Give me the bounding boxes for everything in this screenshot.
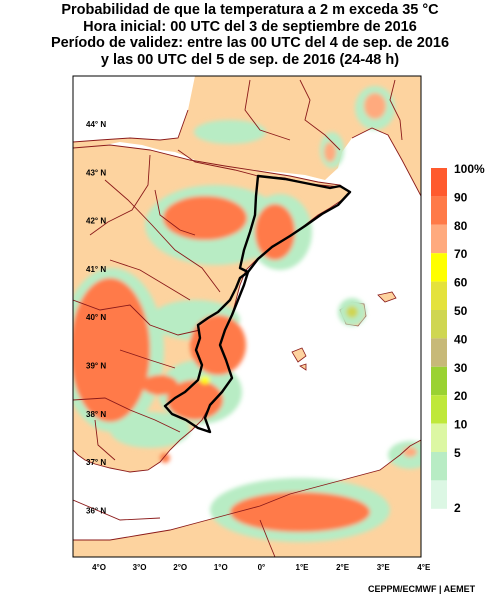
prob-zone-mid [403, 447, 417, 457]
biscay-coastline [73, 109, 189, 143]
legend-swatch [431, 395, 447, 424]
province-border [73, 397, 181, 433]
title-line-4: y las 00 UTC del 5 de sep. de 2016 (24-4… [100, 51, 400, 68]
africa-coastline [73, 439, 421, 541]
catalonia-outline [238, 174, 352, 274]
province-border [73, 299, 201, 336]
prob-zone-mid [364, 93, 386, 119]
probability-fields [73, 86, 421, 542]
province-border [104, 179, 221, 293]
legend-swatch [431, 196, 447, 225]
legend-swatch [431, 338, 447, 367]
credit-text: CEPPM/ECMWF | AEMET [368, 584, 476, 594]
prob-zone-low [194, 120, 266, 144]
province-border [109, 259, 191, 301]
latitude-label: 40° N [86, 313, 106, 322]
longitude-label: 4°O [92, 563, 106, 572]
latitude-label: 41° N [86, 265, 106, 274]
legend-label: 2 [454, 501, 461, 515]
longitude-label: 1°E [296, 563, 310, 572]
longitude-label: 0° [258, 563, 266, 572]
prob-zone-high [255, 204, 295, 260]
prob-zone-low [110, 412, 190, 448]
legend-label: 30 [454, 361, 468, 375]
iberia-coastline [73, 144, 351, 473]
prob-zone-high [142, 375, 178, 395]
france-region-border [244, 79, 291, 141]
legend-swatch [431, 224, 447, 254]
title-line-1: Probabilidad de que la temperatura a 2 m… [61, 2, 439, 18]
legend-label: 20 [454, 389, 468, 403]
title-line-3: Período de validez: entre las 00 UTC del… [50, 35, 450, 51]
prob-zone-high [230, 492, 370, 532]
prob-zone-high [160, 453, 170, 463]
legend-swatch [431, 423, 447, 452]
province-border [154, 189, 196, 236]
france-coastline [351, 127, 421, 197]
legend-label: 10 [454, 418, 468, 432]
longitude-label: 3°O [133, 563, 147, 572]
legend-label: 50 [454, 304, 468, 318]
latitude-labels: 44° N 43° N 42° N 41° N 40° N 39° N 38° N 37° N… [86, 120, 106, 515]
prob-zone-high [190, 315, 246, 375]
latitude-label: 42° N [86, 217, 106, 226]
map-title: Probabilidad de que la temperatura a 2 m… [0, 2, 500, 68]
borders [73, 79, 421, 557]
latitude-label: 44° N [86, 120, 106, 129]
province-border [94, 419, 116, 461]
longitude-labels: 4°O 3°O 2°O 1°O 0° 1°E 2°E 3°E 4°E [92, 563, 431, 572]
africa-border [73, 499, 161, 521]
prob-zone-mid [346, 306, 358, 318]
legend-swatch [431, 310, 447, 339]
land-ibiza [291, 347, 307, 363]
sea-biscay [73, 76, 195, 142]
legend-label: 90 [454, 190, 468, 204]
map-frame [72, 75, 422, 558]
legend-label: 100% [454, 162, 485, 176]
highlighted-regions-outline [163, 174, 352, 434]
legend-label: 40 [454, 332, 468, 346]
land-menorca [377, 291, 397, 303]
longitude-label: 1°O [214, 563, 228, 572]
latitude-label: 39° N [86, 362, 106, 371]
legend-swatch [431, 253, 447, 282]
legend-swatch [431, 168, 447, 197]
legend-label: 70 [454, 247, 468, 261]
prob-zone-mid [324, 142, 336, 162]
legend-swatch [431, 366, 447, 396]
longitude-label: 4°E [417, 563, 431, 572]
legend-label: 5 [454, 446, 461, 460]
latitude-label: 36° N [86, 506, 106, 515]
prob-zone-yellow [200, 376, 210, 384]
legend-label: 80 [454, 219, 468, 233]
latitude-label: 38° N [86, 410, 106, 419]
legend-label: 60 [454, 276, 468, 290]
legend-swatch [431, 480, 447, 509]
longitude-label: 2°E [336, 563, 350, 572]
province-border [89, 154, 151, 236]
france-region-border [299, 79, 341, 151]
legend: 100% 90 80 70 60 50 40 30 20 10 5 2 [431, 162, 485, 515]
prob-zone-high [73, 278, 150, 422]
legend-swatch [431, 281, 447, 310]
land-formentera [299, 363, 307, 371]
africa-border [259, 519, 276, 557]
france-region-border [389, 79, 403, 141]
latitude-label: 43° N [86, 168, 106, 177]
title-line-2: Hora inicial: 00 UTC del 3 de septiembre… [83, 18, 417, 35]
longitude-label: 2°O [173, 563, 187, 572]
longitude-label: 3°E [377, 563, 391, 572]
latitude-label: 37° N [86, 458, 106, 467]
prob-zone-high [163, 196, 247, 240]
legend-swatch [431, 452, 447, 481]
valencia-murcia-outline [163, 270, 250, 434]
province-border [119, 349, 176, 369]
map-area [73, 76, 421, 557]
